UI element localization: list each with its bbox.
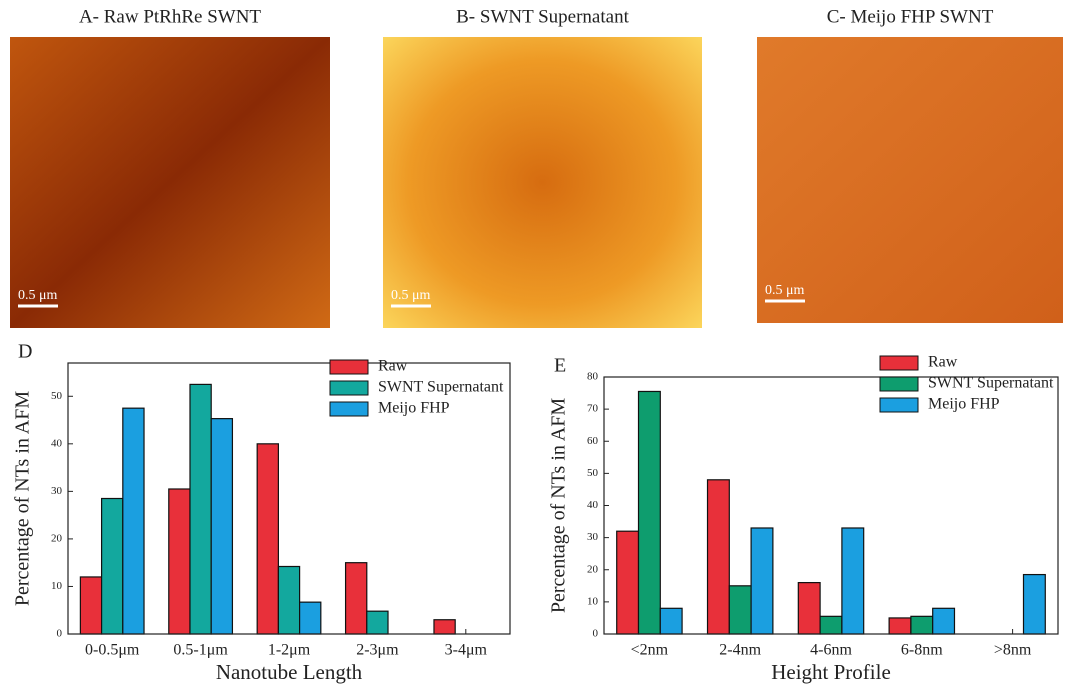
legend-label: Meijo FHP [378,400,450,417]
figure: A- Raw PtRhRe SWNT 0.5 μm B- SWNT Supernat… [0,0,1072,685]
legend-label: SWNT Supernatant [378,379,504,396]
y-tick-label: 60 [587,435,599,447]
x-tick-label: 1-2μm [268,642,311,659]
bar [169,489,190,634]
afm-image [10,37,330,328]
bar [751,528,773,634]
x-tick-label: >8nm [994,642,1032,659]
afm-image [757,37,1063,323]
legend-label: SWNT Supernatant [928,375,1054,392]
bar [190,384,211,634]
bar [660,608,682,634]
legend-swatch [880,377,918,391]
x-tick-label: 0-0.5μm [85,642,140,659]
bar [889,618,911,634]
plot-frame [604,377,1058,634]
scale-label: 0.5 μm [391,288,431,303]
x-tick-label: 0.5-1μm [173,642,228,659]
image-title: A- Raw PtRhRe SWNT [79,6,261,27]
scale-label: 0.5 μm [765,283,805,298]
x-tick-label: 2-3μm [356,642,399,659]
panel-letter: D [18,341,32,363]
bar [300,602,321,634]
bar [708,480,730,634]
legend-swatch [330,381,368,395]
bar [820,616,842,634]
x-axis-label: Nanotube Length [216,660,363,684]
bar [211,419,232,634]
bar [367,611,388,634]
legend-label: Raw [928,354,958,371]
y-axis-label: Percentage of NTs in AFM [12,391,34,606]
x-tick-label: 2-4nm [719,642,761,659]
image-title: B- SWNT Supernatant [456,6,629,27]
x-tick-label: 3-4μm [445,642,488,659]
y-axis-label: Percentage of NTs in AFM [548,398,570,613]
bar [617,531,639,634]
afm-image [383,37,702,328]
scale-label: 0.5 μm [18,288,58,303]
bar [911,616,933,634]
x-tick-label: <2nm [631,642,669,659]
bar [257,444,278,634]
y-tick-label: 30 [587,531,599,543]
y-tick-label: 20 [587,563,599,575]
y-tick-label: 50 [587,467,599,479]
y-tick-label: 40 [51,437,63,449]
y-tick-label: 30 [51,485,63,497]
x-axis-label: Height Profile [771,660,891,684]
bar [123,408,144,634]
x-tick-label: 6-8nm [901,642,943,659]
y-tick-label: 0 [593,628,599,640]
bar [933,608,955,634]
y-tick-label: 70 [587,403,599,415]
legend-swatch [330,360,368,374]
legend-swatch [880,398,918,412]
y-tick-label: 10 [587,595,599,607]
bar [1023,575,1045,634]
legend-label: Raw [378,358,408,375]
bar [798,583,820,634]
bar [346,563,367,634]
y-tick-label: 40 [587,499,599,511]
y-tick-label: 20 [51,532,63,544]
bar [842,528,864,634]
bar [434,620,455,634]
legend-swatch [880,356,918,370]
panel-letter: E [554,355,566,377]
y-tick-label: 0 [57,628,63,640]
y-tick-label: 10 [51,580,63,592]
bar [639,391,661,634]
bar [80,577,101,634]
y-tick-label: 80 [587,371,599,383]
legend-label: Meijo FHP [928,396,1000,413]
bar [102,499,123,635]
legend-swatch [330,402,368,416]
y-tick-label: 50 [51,390,63,402]
image-title: C- Meijo FHP SWNT [827,6,994,27]
bar [729,586,751,634]
bar [278,566,299,634]
x-tick-label: 4-6nm [810,642,852,659]
